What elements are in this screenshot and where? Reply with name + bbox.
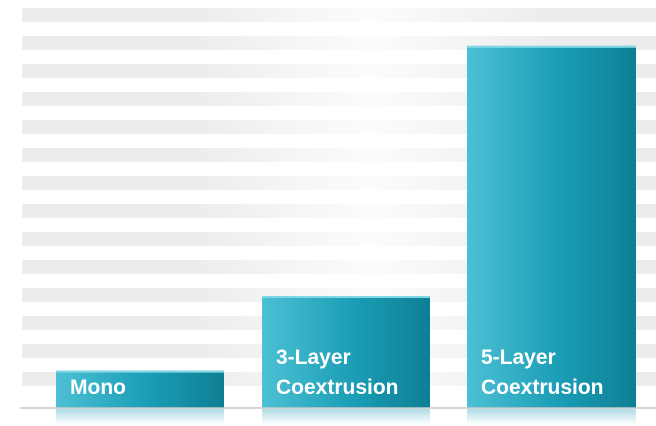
- bar-reflection: [56, 409, 224, 425]
- bar-reflection: [262, 409, 430, 425]
- bar-reflection: [467, 409, 636, 425]
- bar-label-line: 3-Layer: [276, 346, 351, 369]
- bar-top-highlight: [56, 370, 224, 373]
- bar-label-line: Coextrusion: [276, 376, 399, 399]
- bar-label-1: Mono: [70, 376, 126, 399]
- bar-label-2: 3-Layer Coextrusion: [276, 346, 399, 399]
- bar-top-highlight: [467, 45, 636, 48]
- bar-label-line: Mono: [70, 376, 126, 399]
- bars-group: Mono 3-Layer Coextrusion 5-Layer Coextrusion: [56, 45, 636, 408]
- bar-2: [262, 296, 430, 408]
- bar-3: [467, 45, 636, 408]
- bar-label-3: 5-Layer Coextrusion: [481, 346, 604, 399]
- bar-label-line: Coextrusion: [481, 376, 604, 399]
- bar-reflections: [56, 409, 636, 425]
- bar-1: [56, 370, 224, 408]
- bar-top-highlight: [262, 296, 430, 298]
- bar-label-line: 5-Layer: [481, 346, 556, 369]
